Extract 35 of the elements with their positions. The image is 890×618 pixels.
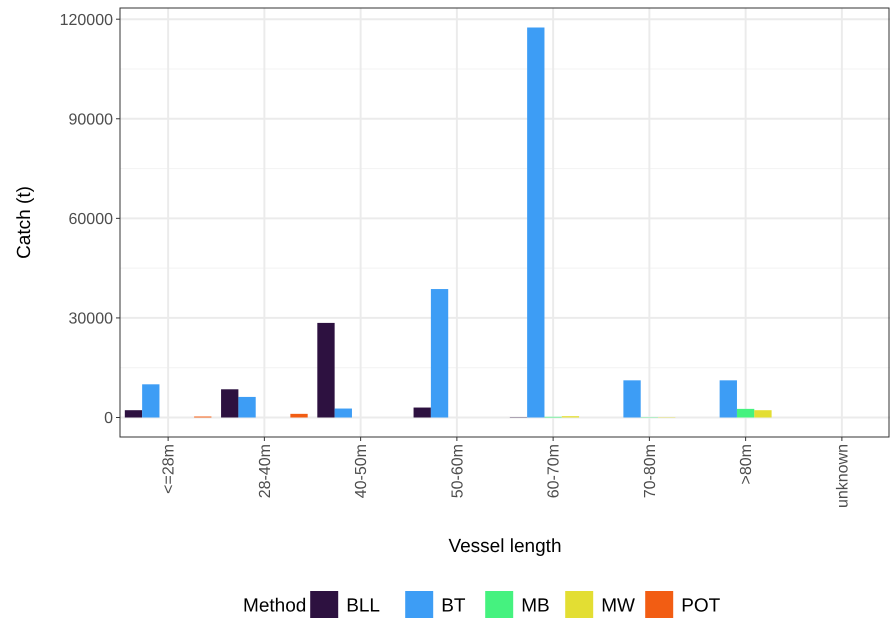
bar [238, 396, 256, 418]
legend-title: Method [243, 596, 306, 617]
legend-label: MW [601, 596, 636, 617]
bar [754, 410, 772, 418]
x-tick-label: 60-70m [546, 444, 563, 498]
y-tick-label: 90000 [68, 111, 114, 128]
bar [317, 322, 335, 418]
bar [124, 410, 142, 418]
y-tick-label: 60000 [68, 210, 114, 228]
y-tick-label: 0 [104, 410, 114, 428]
y-axis-title: Catch (t) [14, 186, 35, 259]
x-tick-label: 50-60m [449, 444, 466, 498]
bar [334, 408, 352, 418]
x-tick-label: <=28m [160, 444, 178, 494]
bar [623, 380, 641, 418]
y-tick-label: 120000 [60, 12, 114, 29]
x-tick-label: 28-40m [256, 444, 274, 498]
x-tick-label: >80m [738, 444, 756, 484]
x-tick-label: 70-80m [642, 444, 659, 498]
legend-label: BLL [346, 596, 380, 617]
bar [142, 384, 160, 418]
x-axis-title: Vessel length [448, 536, 562, 557]
bar [720, 380, 737, 418]
bar [527, 28, 544, 418]
bar [430, 289, 448, 418]
x-tick-label: 40-50m [353, 444, 370, 498]
y-tick-label: 30000 [68, 310, 114, 328]
bar [736, 408, 754, 418]
legend-label: POT [681, 596, 721, 617]
bar [290, 414, 308, 418]
legend-label: MB [521, 596, 550, 617]
bar [221, 389, 238, 418]
x-tick-label: unknown [834, 444, 852, 508]
legend-label: BT [441, 596, 466, 617]
bar [414, 408, 431, 418]
